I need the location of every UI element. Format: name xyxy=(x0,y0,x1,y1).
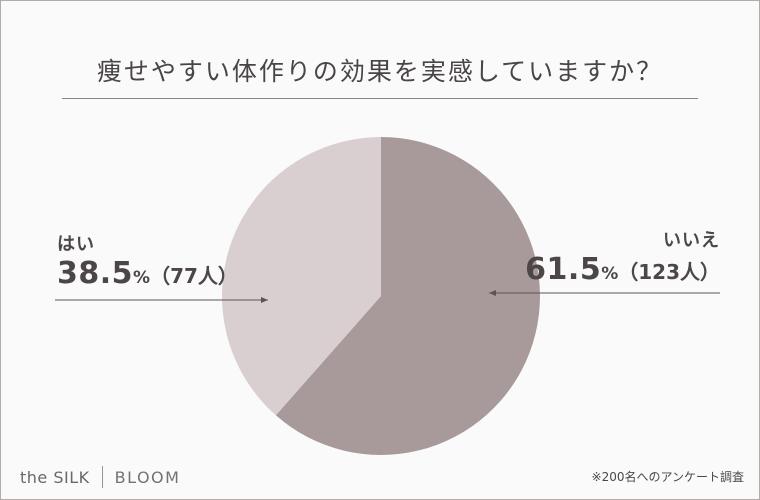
label-no: いいえ 61.5%（123人） xyxy=(525,226,720,287)
survey-note: ※200名へのアンケート調査 xyxy=(591,470,744,484)
brand-logo: the SILK BLOOM xyxy=(20,466,180,488)
label-no-value: 61.5 xyxy=(525,252,602,287)
label-yes-value: 38.5 xyxy=(57,256,134,291)
label-no-percent-sign: % xyxy=(601,264,619,284)
brand-name-silk: the SILK xyxy=(20,467,90,487)
title-divider xyxy=(62,98,698,99)
label-no-count: （123人） xyxy=(618,260,720,284)
brand-name-bloom: BLOOM xyxy=(114,467,181,487)
leader-arrow-yes xyxy=(55,297,268,303)
label-no-category: いいえ xyxy=(663,230,720,251)
label-yes-category: はい xyxy=(57,234,95,255)
label-yes: はい 38.5%（77人） xyxy=(57,230,238,291)
brand-separator xyxy=(101,466,103,488)
pie-slice-yes xyxy=(221,137,381,416)
pie-slice-no xyxy=(275,137,540,456)
leader-arrow-no xyxy=(489,290,720,296)
label-yes-count: （77人） xyxy=(150,264,238,288)
chart-title: 痩せやすい体作りの効果を実感していますか？ xyxy=(96,57,664,86)
label-yes-percent-sign: % xyxy=(133,268,151,288)
